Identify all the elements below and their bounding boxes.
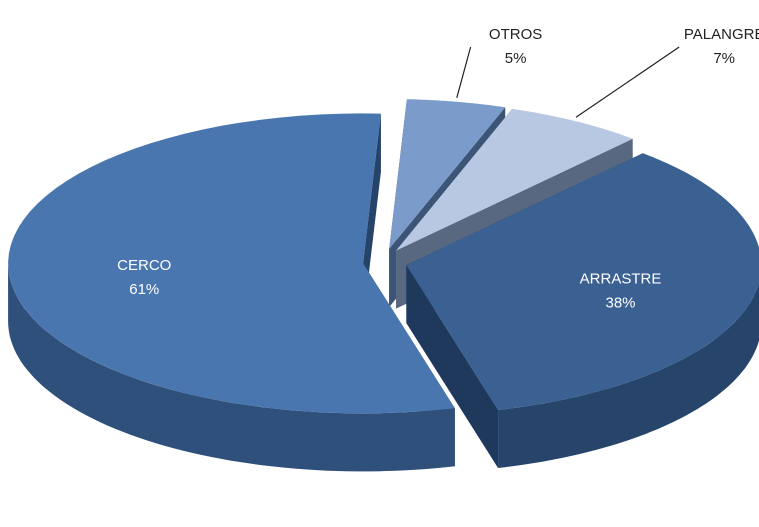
slice-label-value: 61% bbox=[129, 281, 159, 298]
slice-wall-shade bbox=[8, 263, 455, 472]
leader-line bbox=[575, 46, 680, 118]
slice-label-value: 5% bbox=[505, 50, 527, 67]
slice bbox=[406, 153, 759, 468]
slice-side-shade bbox=[406, 265, 499, 468]
slice-label-name: CERCO bbox=[117, 257, 171, 274]
slice-label-name: ARRASTRE bbox=[580, 271, 662, 288]
slice-top bbox=[406, 153, 759, 410]
slice-wall-shade bbox=[498, 282, 759, 468]
leader-line bbox=[456, 46, 472, 98]
slice-label-name: OTROS bbox=[489, 26, 542, 43]
slice-top bbox=[389, 99, 506, 249]
slice-label-value: 7% bbox=[713, 50, 735, 67]
slice-top bbox=[396, 108, 633, 251]
slice-wall bbox=[498, 282, 759, 468]
slice-label-value: 38% bbox=[605, 295, 635, 312]
slice bbox=[8, 113, 455, 472]
slice-label-name: PALANGRE bbox=[684, 26, 759, 43]
slice-wall bbox=[8, 263, 455, 472]
slice-top bbox=[8, 113, 455, 414]
slice-side-shade bbox=[363, 113, 381, 322]
